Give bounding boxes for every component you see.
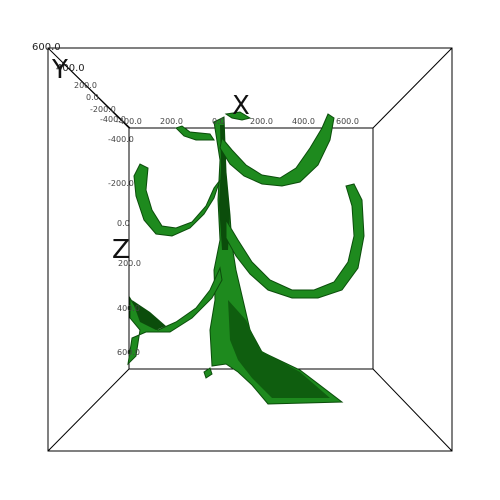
- x-tick-label: 600.0: [336, 117, 359, 126]
- outer-frame: [47, 47, 453, 452]
- green-structure: [127, 111, 365, 405]
- y-tick-label: -200.0: [90, 105, 116, 114]
- branch-lower-left-shade: [132, 300, 166, 330]
- y-tick-label: 400.0: [56, 63, 85, 74]
- x-tick-label: 0.0: [212, 117, 225, 126]
- y-tick-label: -400.0: [100, 115, 126, 124]
- z-tick-label: 600.0: [117, 348, 140, 357]
- branch-top-tip: [224, 111, 252, 121]
- z-tick-label: -400.0: [108, 135, 134, 144]
- branch-lower-left: [127, 266, 223, 366]
- branch-top-left-tendril: [175, 125, 215, 141]
- structure-trunk-shade: [219, 125, 230, 250]
- branch-upper-right: [219, 113, 335, 187]
- x-tick-label: 400.0: [292, 117, 315, 126]
- fragment-base-left: [203, 367, 213, 379]
- y-tick-label: 600.0: [32, 42, 61, 53]
- y-axis-title: Y: [51, 55, 68, 85]
- z-tick-label: -200.0: [108, 179, 134, 188]
- frame-edge-bottom-left: [47, 368, 130, 452]
- x-tick-label: 200.0: [250, 117, 273, 126]
- frame-edge-top-right: [372, 47, 453, 129]
- z-axis-title: Z: [112, 235, 130, 265]
- z-axis: -400.0 -200.0 0.0 200.0 400.0 600.0 Z: [108, 135, 141, 357]
- y-axis-line: [63, 63, 131, 129]
- x-axis-title: X: [232, 91, 250, 121]
- x-axis: -400.0 200.0 0.0 200.0 400.0 600.0 X: [116, 91, 359, 126]
- z-tick-label: 200.0: [118, 259, 141, 268]
- y-tick-label: 200.0: [74, 81, 97, 90]
- frame-edge-bottom-right: [372, 368, 453, 452]
- structure-base-shade: [228, 300, 330, 398]
- x-tick-label: -400.0: [116, 117, 142, 126]
- y-tick-label: 0.0: [86, 93, 99, 102]
- x-tick-label: 200.0: [160, 117, 183, 126]
- y-axis: 600.0 400.0 200.0 0.0 -200.0 -400.0 Y: [32, 42, 131, 129]
- z-tick-label: 0.0: [117, 219, 130, 228]
- branch-mid-right: [225, 183, 365, 299]
- branch-mid-left: [133, 163, 221, 237]
- z-tick-label: 400.0: [117, 304, 140, 313]
